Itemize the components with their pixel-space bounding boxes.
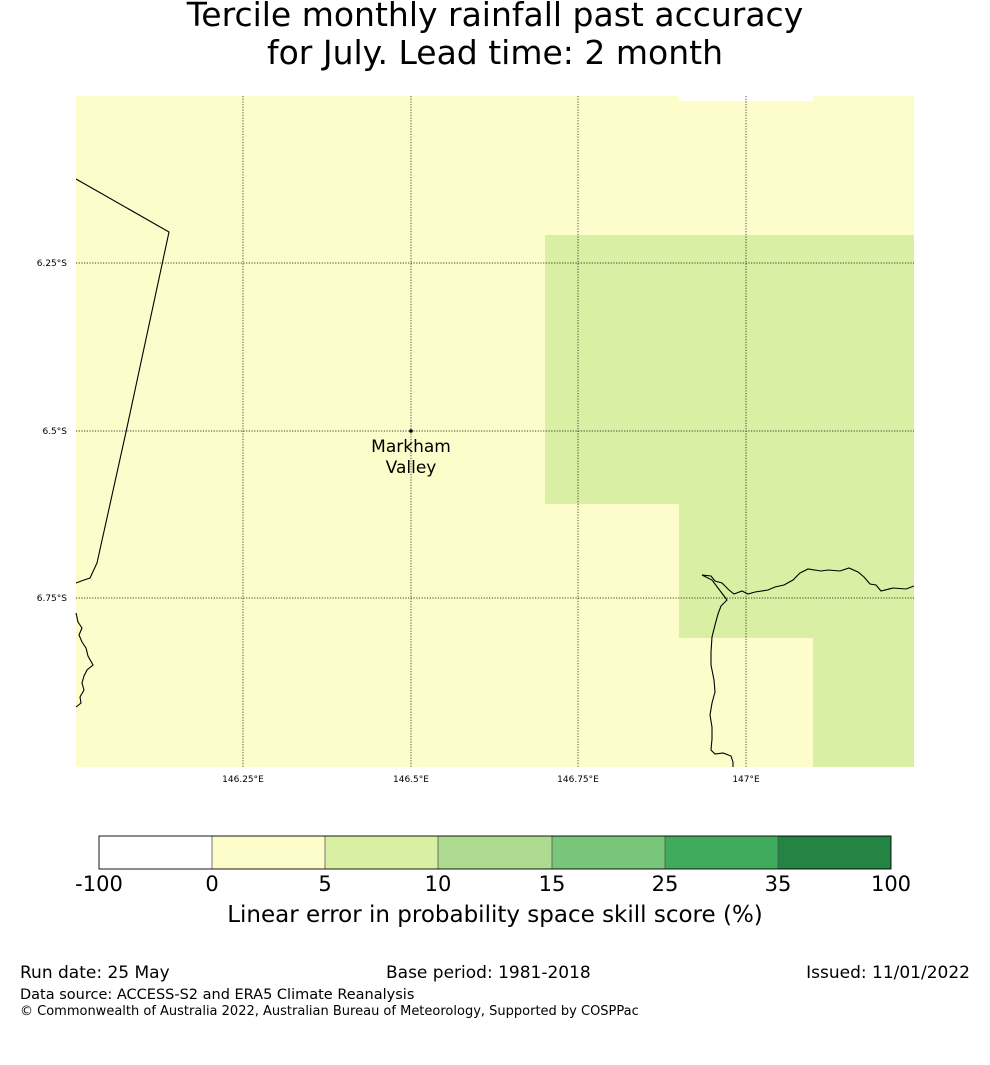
run-date: Run date: 25 May xyxy=(20,963,170,983)
skill-region-no-skill xyxy=(679,96,813,101)
colorbar-segment-0 xyxy=(99,836,212,869)
colorbar-tick-label: 35 xyxy=(764,872,792,896)
colorbar-segment-1 xyxy=(212,836,325,869)
colorbar-tick-label: 15 xyxy=(538,872,566,896)
lon-label-146-5: 146.5°E xyxy=(393,775,429,785)
colorbar-tick-label: 5 xyxy=(318,872,332,896)
colorbar-tick-label: -100 xyxy=(75,872,123,896)
colorbar-segment-6 xyxy=(778,836,891,869)
coastlines xyxy=(75,178,915,767)
skill-region-5-10 xyxy=(545,235,914,767)
colorbar xyxy=(98,835,892,870)
colorbar-segment-3 xyxy=(438,836,552,869)
colorbar-tick-label: 10 xyxy=(424,872,452,896)
colorbar-segment-4 xyxy=(552,836,665,869)
lon-label-147: 147°E xyxy=(732,775,760,785)
lon-label-146-75: 146.75°E xyxy=(557,775,599,785)
graticule xyxy=(76,96,914,767)
colorbar-dividers xyxy=(211,836,779,869)
place-marker xyxy=(409,429,413,433)
colorbar-outline xyxy=(98,835,892,870)
copyright: © Commonwealth of Australia 2022, Austra… xyxy=(20,1004,639,1019)
place-label-line-1: Markham xyxy=(371,437,451,457)
map-title: Tercile monthly rainfall past accuracy f… xyxy=(0,0,990,72)
colorbar-tick-label: 0 xyxy=(205,872,219,896)
colorbar-title: Linear error in probability space skill … xyxy=(227,902,763,928)
border-line xyxy=(75,178,170,584)
colorbar-segment-2 xyxy=(325,836,438,869)
issued-date: Issued: 11/01/2022 xyxy=(806,963,970,983)
lat-label-6-75: 6.75°S xyxy=(37,594,68,604)
title-line-1: Tercile monthly rainfall past accuracy xyxy=(186,0,804,34)
place-label-line-2: Valley xyxy=(386,458,437,478)
coastline-east xyxy=(701,567,915,767)
data-source: Data source: ACCESS-S2 and ERA5 Climate … xyxy=(20,987,415,1003)
title-line-2: for July. Lead time: 2 month xyxy=(266,33,723,72)
colorbar-tick-label: 25 xyxy=(651,872,679,896)
lat-label-6-5: 6.5°S xyxy=(42,427,67,437)
lat-label-6-25: 6.25°S xyxy=(37,259,68,269)
base-period: Base period: 1981-2018 xyxy=(386,963,591,983)
colorbar-segment-5 xyxy=(665,836,778,869)
lon-label-146-25: 146.25°E xyxy=(222,775,264,785)
coastline-west xyxy=(75,612,94,708)
colorbar-tick-label: 100 xyxy=(870,872,912,896)
